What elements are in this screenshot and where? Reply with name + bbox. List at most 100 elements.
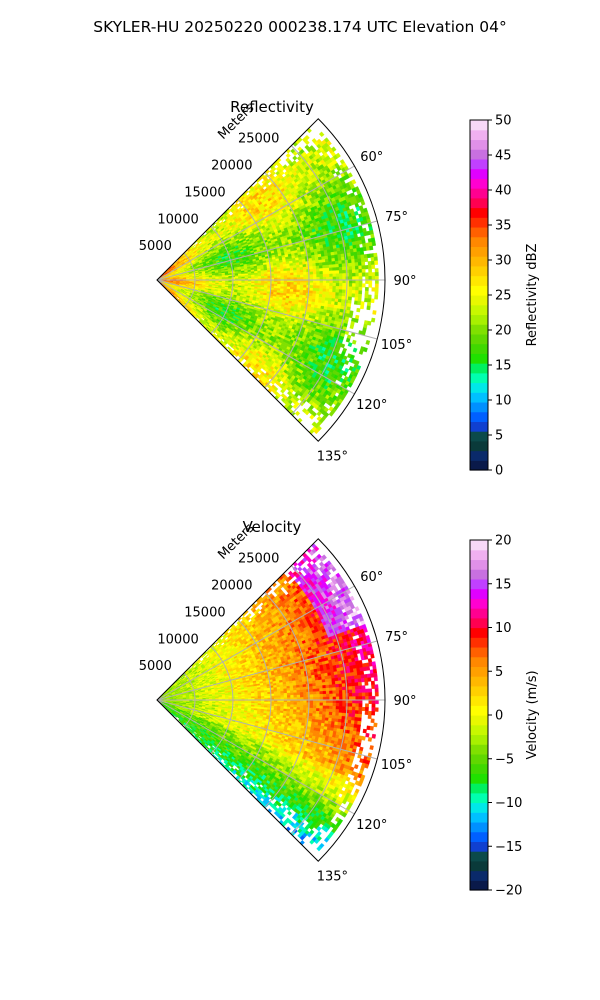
colorbar-segment	[470, 627, 488, 638]
colorbar-segment	[470, 207, 488, 218]
range-tick-label: 10000	[157, 212, 198, 227]
azimuth-spoke	[156, 640, 378, 701]
colorbar-tick-label: 10	[495, 394, 512, 409]
colorbar-segment	[470, 120, 488, 131]
azimuth-tick-label: 90°	[393, 274, 416, 289]
range-tick-label: 5000	[139, 239, 172, 254]
colorbar-segment	[470, 285, 488, 296]
azimuth-spoke	[156, 279, 355, 395]
azimuth-tick-label: 120°	[356, 398, 387, 413]
range-tick-label: 25000	[238, 552, 279, 567]
colorbar-segment	[470, 783, 488, 794]
colorbar-tick-label: −20	[495, 884, 522, 899]
colorbar-segment	[470, 549, 488, 561]
azimuth-spoke	[156, 279, 378, 340]
colorbar-segment	[470, 841, 488, 852]
colorbar-segment	[470, 256, 488, 267]
colorbar-segment	[470, 401, 488, 413]
colorbar-segment	[470, 666, 488, 677]
colorbar-segment	[470, 705, 488, 716]
colorbar: 0 5 10 15 20 25 30 35 40 45 50 Reflectivity dBZ	[469, 114, 540, 479]
colorbar-tick-label: 35	[495, 219, 512, 234]
azimuth-tick-label: 120°	[356, 818, 387, 833]
colorbar-segment	[470, 880, 488, 891]
colorbar-segment	[470, 324, 488, 335]
azimuth-spoke	[156, 220, 378, 281]
colorbar-tick-label: −10	[495, 796, 522, 811]
colorbar-segment	[470, 676, 488, 687]
range-tick-label: 20000	[211, 159, 252, 174]
colorbar-segment	[470, 158, 488, 170]
range-tick-label: 20000	[211, 579, 252, 594]
colorbar-tick-label: 0	[495, 709, 503, 724]
colorbar-segment	[470, 343, 488, 354]
colorbar-tick-label: 25	[495, 289, 512, 304]
azimuth-tick-label: 60°	[360, 570, 383, 585]
azimuth-tick-label: 60°	[360, 150, 383, 165]
colorbar-segment	[470, 168, 488, 179]
colorbar-tick-label: −15	[495, 840, 522, 855]
colorbar-segment	[470, 685, 488, 697]
azimuth-tick-label: 105°	[381, 338, 412, 353]
panel-title: Reflectivity	[230, 98, 314, 116]
colorbar-segment	[470, 646, 488, 658]
colorbar-tick-label: 5	[495, 665, 503, 680]
azimuth-tick-label: 75°	[385, 210, 408, 225]
colorbar-segment	[470, 450, 488, 461]
colorbar-segment	[470, 149, 488, 160]
colorbar-segment	[470, 540, 488, 551]
velocity-panel: Velocity 60° 75° 90° 105° 120° 135° 5000 10000 15…	[139, 518, 540, 899]
colorbar-segment	[470, 734, 488, 745]
colorbar-tick-label: 20	[495, 324, 512, 339]
colorbar-segment	[470, 460, 488, 471]
colorbar-tick-label: 50	[495, 114, 512, 129]
colorbar-segment	[470, 314, 488, 325]
colorbar-tick-label: 15	[495, 359, 512, 374]
colorbar-segment	[470, 792, 488, 804]
azimuth-spoke	[156, 585, 355, 701]
colorbar-segment	[470, 217, 488, 228]
sector-outline	[156, 538, 386, 862]
colorbar-segment	[470, 246, 488, 257]
colorbar-tick-label: 10	[495, 621, 512, 636]
colorbar-segment	[470, 197, 488, 209]
azimuth-spoke	[156, 699, 355, 815]
colorbar-segment	[470, 744, 488, 755]
radar-field	[156, 127, 379, 435]
colorbar-segment	[470, 559, 488, 570]
panel-title: Velocity	[243, 518, 302, 536]
colorbar-segment	[470, 617, 488, 629]
radar-field	[156, 543, 379, 852]
colorbar-segment	[470, 188, 488, 199]
colorbar-segment	[470, 372, 488, 384]
colorbar: −20 −15 −10 −5 0 5 10 15 20 Velocity (m/s)	[469, 534, 540, 899]
colorbar-tick-label: 0	[495, 464, 503, 479]
colorbar-segment	[470, 178, 488, 189]
colorbar-segment	[470, 812, 488, 823]
colorbar-segment	[470, 724, 488, 736]
colorbar-segment	[470, 333, 488, 345]
colorbar-segment	[470, 295, 488, 306]
azimuth-tick-label: 135°	[317, 869, 348, 884]
colorbar-segment	[470, 392, 488, 403]
colorbar-segment	[470, 851, 488, 862]
colorbar-segment	[470, 860, 488, 872]
colorbar-segment	[470, 353, 488, 364]
colorbar-segment	[470, 578, 488, 590]
colorbar-segment	[470, 411, 488, 422]
colorbar-tick-label: 5	[495, 429, 503, 444]
colorbar-tick-label: 40	[495, 184, 512, 199]
range-tick-label: 15000	[184, 185, 225, 200]
colorbar-segment	[470, 656, 488, 667]
azimuth-tick-label: 90°	[393, 694, 416, 709]
colorbar-segment	[470, 304, 488, 316]
colorbar-tick-label: 30	[495, 254, 512, 269]
colorbar-segment	[470, 773, 488, 784]
colorbar-segment	[470, 236, 488, 247]
azimuth-tick-label: 105°	[381, 758, 412, 773]
colorbar-segment	[470, 275, 488, 286]
colorbar-segment	[470, 753, 488, 765]
colorbar-label: Velocity (m/s)	[525, 670, 540, 759]
azimuth-spoke	[156, 165, 355, 281]
